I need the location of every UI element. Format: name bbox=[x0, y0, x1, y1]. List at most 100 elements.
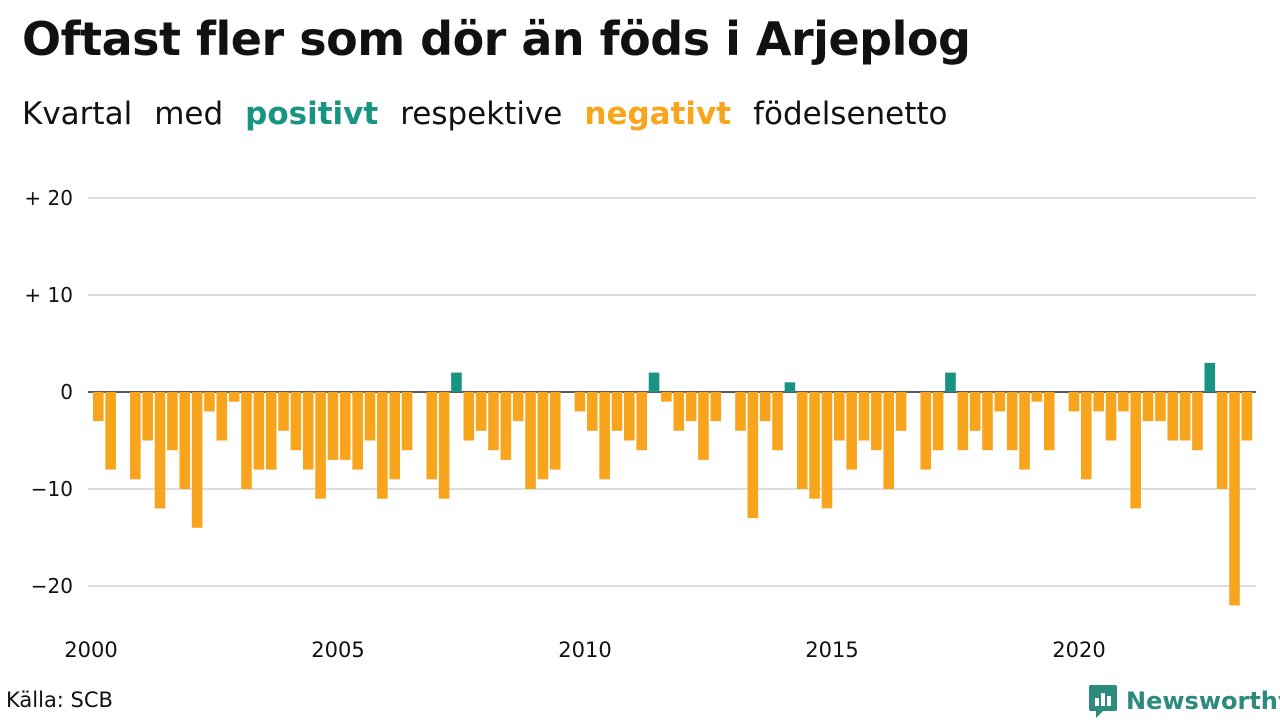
bar-negative bbox=[698, 392, 709, 460]
bar-negative bbox=[1216, 392, 1228, 489]
bar-negative bbox=[1142, 392, 1154, 422]
bar-negative bbox=[1229, 392, 1240, 606]
subtitle-positive-label: positivt bbox=[245, 96, 379, 132]
bar-negative bbox=[772, 392, 783, 451]
bar-negative bbox=[93, 392, 104, 422]
bar-negative bbox=[340, 392, 351, 460]
bar-negative bbox=[1167, 392, 1179, 441]
bar-negative bbox=[685, 392, 697, 422]
bar-negative bbox=[982, 392, 993, 451]
bar-negative bbox=[265, 392, 277, 470]
bar-negative bbox=[1105, 392, 1117, 441]
bar-negative bbox=[636, 392, 647, 451]
bar-negative bbox=[216, 392, 228, 441]
bar-negative bbox=[574, 392, 586, 412]
newsworthy-logo: Newsworthy bbox=[1088, 683, 1280, 719]
bar-negative bbox=[204, 392, 215, 412]
bar-positive bbox=[648, 372, 660, 392]
bar-negative bbox=[1155, 392, 1166, 422]
bar-negative bbox=[1241, 392, 1253, 441]
bar-negative bbox=[130, 392, 141, 480]
source-note: Källa: SCB bbox=[6, 688, 113, 712]
bar-negative bbox=[809, 392, 820, 499]
bar-negative bbox=[858, 392, 870, 441]
bar-negative bbox=[587, 392, 598, 431]
bar-negative bbox=[1130, 392, 1141, 509]
bar-negative bbox=[735, 392, 746, 431]
bar-negative bbox=[549, 392, 561, 470]
bar-positive bbox=[945, 372, 956, 392]
x-tick-label: 2020 bbox=[1052, 638, 1105, 662]
bar-negative bbox=[1006, 392, 1018, 451]
bar-negative bbox=[315, 392, 326, 499]
subtitle-word-respektive: respektive bbox=[400, 96, 563, 132]
bar-negative bbox=[834, 392, 845, 441]
bar-negative bbox=[932, 392, 944, 451]
bar-negative bbox=[537, 392, 549, 480]
bar-negative bbox=[364, 392, 376, 441]
bar-negative bbox=[821, 392, 833, 509]
chart-title: Oftast fler som dör än föds i Arjeplog bbox=[22, 12, 971, 66]
bar-negative bbox=[500, 392, 512, 460]
bar-negative bbox=[994, 392, 1006, 412]
bar-negative bbox=[179, 392, 191, 489]
bar-positive bbox=[784, 382, 796, 392]
chart-subtitle: Kvartal med positivt respektive negativt föde… bbox=[22, 96, 970, 132]
bar-negative bbox=[228, 392, 240, 402]
bar-positive bbox=[451, 372, 462, 392]
bar-negative bbox=[191, 392, 203, 528]
subtitle-word-kvartal: Kvartal bbox=[22, 96, 133, 132]
subtitle-negative-label: negativt bbox=[584, 96, 732, 132]
brand-name: Newsworthy bbox=[1126, 687, 1280, 715]
bar-negative bbox=[512, 392, 524, 422]
bar-negative bbox=[142, 392, 153, 441]
x-tick-label: 2015 bbox=[805, 638, 858, 662]
bar-negative bbox=[438, 392, 450, 499]
bar-negative bbox=[241, 392, 252, 489]
bar-negative bbox=[1043, 392, 1055, 451]
bar-negative bbox=[920, 392, 932, 470]
bar-negative bbox=[759, 392, 771, 422]
bar-negative bbox=[710, 392, 722, 422]
x-tick-label: 2000 bbox=[64, 638, 117, 662]
bar-negative bbox=[253, 392, 265, 470]
bar-negative bbox=[747, 392, 759, 519]
bar-negative bbox=[377, 392, 388, 499]
subtitle-word-fodelsenetto: födelsenetto bbox=[753, 96, 948, 132]
bar-negative bbox=[1019, 392, 1030, 470]
bar-negative bbox=[105, 392, 116, 470]
bar-negative bbox=[624, 392, 635, 441]
bar-negative bbox=[1081, 392, 1092, 480]
bar-negative bbox=[1179, 392, 1191, 441]
bar-negative bbox=[796, 392, 808, 489]
bar-negative bbox=[599, 392, 610, 480]
bar-negative bbox=[846, 392, 857, 470]
bar-negative bbox=[1031, 392, 1043, 402]
bar-negative bbox=[661, 392, 672, 402]
bar-negative bbox=[611, 392, 623, 431]
y-tick-label: 0 bbox=[60, 380, 73, 404]
bar-negative bbox=[426, 392, 438, 480]
y-tick-label: −20 bbox=[31, 574, 73, 598]
bar-negative bbox=[957, 392, 969, 451]
bar-negative bbox=[154, 392, 166, 509]
bar-negative bbox=[389, 392, 400, 480]
bar-negative bbox=[895, 392, 907, 431]
bar-negative bbox=[969, 392, 981, 431]
newsworthy-chart-icon bbox=[1089, 685, 1117, 718]
bar-positive bbox=[1204, 362, 1216, 392]
bar-negative bbox=[871, 392, 882, 451]
bar-negative bbox=[302, 392, 314, 470]
bar-negative bbox=[883, 392, 894, 489]
subtitle-word-med: med bbox=[154, 96, 224, 132]
bar-negative bbox=[1093, 392, 1104, 412]
x-tick-label: 2005 bbox=[311, 638, 364, 662]
bar-negative bbox=[1192, 392, 1203, 451]
bar-negative bbox=[525, 392, 536, 489]
y-tick-label: + 20 bbox=[24, 186, 73, 210]
bar-negative bbox=[475, 392, 487, 431]
bar-negative bbox=[290, 392, 302, 451]
y-tick-label: + 10 bbox=[24, 283, 73, 307]
y-tick-label: −10 bbox=[31, 477, 73, 501]
